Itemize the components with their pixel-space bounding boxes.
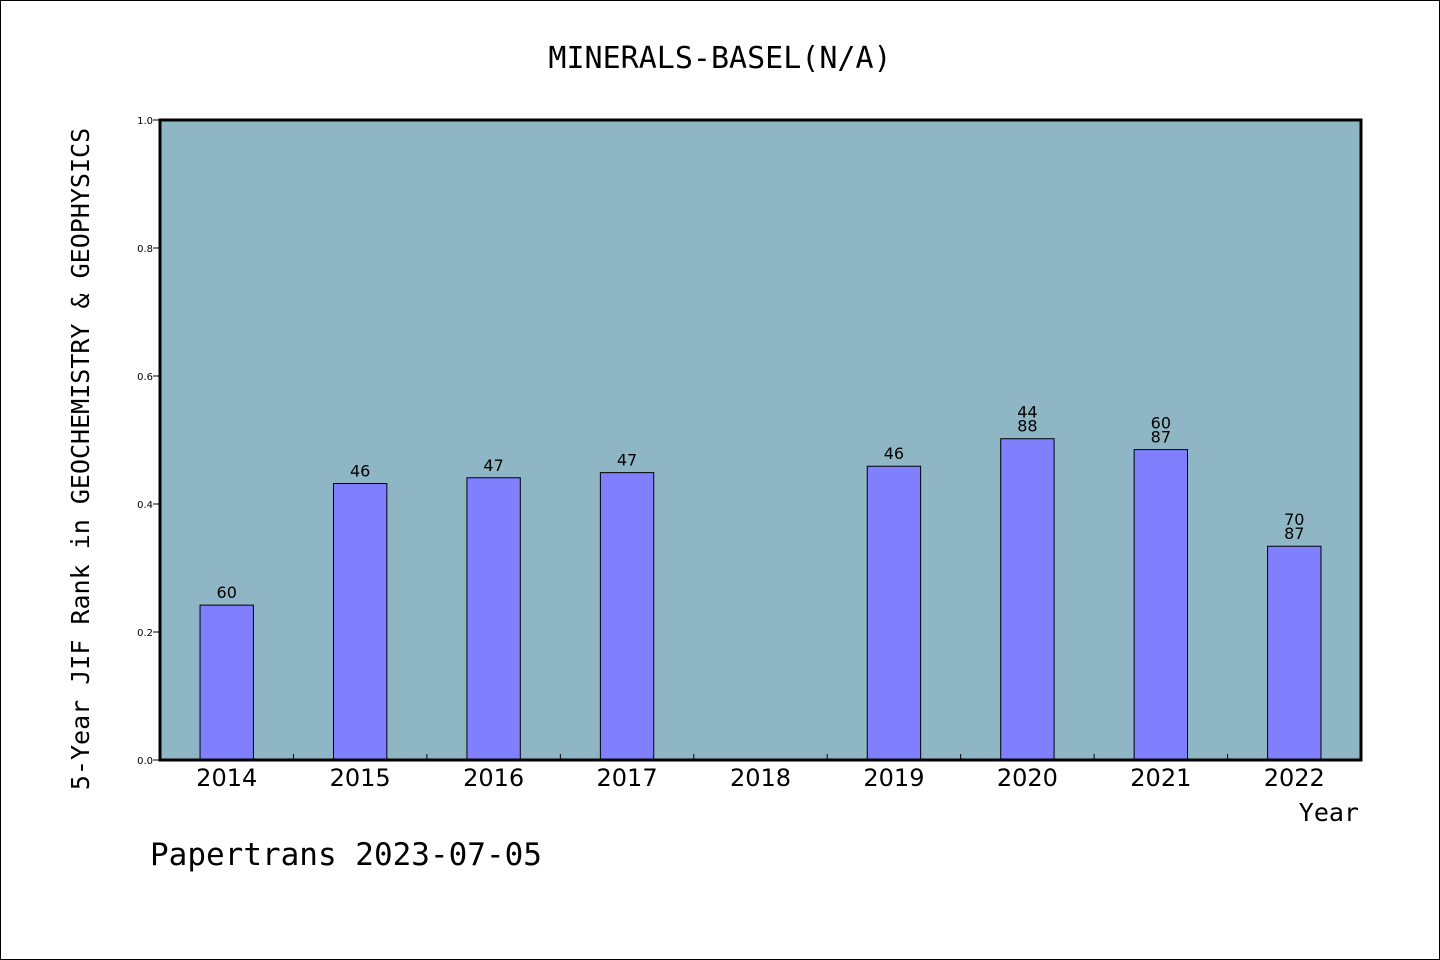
bar-2014 <box>199 604 254 761</box>
x-tick-label-2017: 2017 <box>597 764 658 792</box>
chart-marks: 0.0 0.2 0.4 0.6 0.8 1.0 <box>137 116 1322 767</box>
data-label-2022: 87 <box>1284 524 1304 543</box>
y-tick-label: 0.4 <box>137 500 153 511</box>
x-tick-label-2021: 2021 <box>1130 764 1191 792</box>
bar-2016 <box>466 477 521 761</box>
x-tick-label-2018: 2018 <box>730 764 791 792</box>
y-axis-label: 5-Year JIF Rank in GEOCHEMISTRY & GEOPHY… <box>66 128 95 790</box>
data-label-2016: 47 <box>483 456 503 475</box>
data-label-2021: 87 <box>1151 428 1171 447</box>
y-tick-label: 0.0 <box>137 756 153 767</box>
x-tick-label-2015: 2015 <box>330 764 391 792</box>
x-tick-label-2020: 2020 <box>997 764 1058 792</box>
data-label-2017: 47 <box>617 451 637 470</box>
footer-text: Papertrans 2023-07-05 <box>150 837 542 873</box>
data-label-2014: 60 <box>217 583 237 602</box>
data-label-2015: 46 <box>350 462 370 481</box>
data-label-2020: 88 <box>1017 417 1037 436</box>
x-tick-label-2019: 2019 <box>863 764 924 792</box>
data-label-2020: 44 <box>1017 403 1037 422</box>
x-tick-label-2022: 2022 <box>1264 764 1325 792</box>
data-label-2022: 70 <box>1284 510 1304 529</box>
bar-2021 <box>1133 449 1189 761</box>
x-axis-label: Year <box>1299 798 1359 827</box>
y-tick-label: 0.6 <box>137 372 153 383</box>
data-label-2021: 60 <box>1151 414 1171 433</box>
chart-title: MINERALS-BASEL(N/A) <box>548 41 891 76</box>
bar-2017 <box>599 472 655 761</box>
bar-2015 <box>332 483 388 761</box>
plot-border <box>158 118 1363 762</box>
y-tick-label: 1.0 <box>137 116 153 127</box>
bar-2019 <box>866 465 922 761</box>
bar-2022 <box>1267 545 1322 761</box>
y-tick-label: 0.8 <box>137 244 153 255</box>
y-tick-label: 0.2 <box>137 628 153 639</box>
bar-2020 <box>1000 438 1055 761</box>
x-tick-label-2016: 2016 <box>463 764 524 792</box>
x-tick-label-2014: 2014 <box>196 764 257 792</box>
data-label-2019: 46 <box>884 444 904 463</box>
